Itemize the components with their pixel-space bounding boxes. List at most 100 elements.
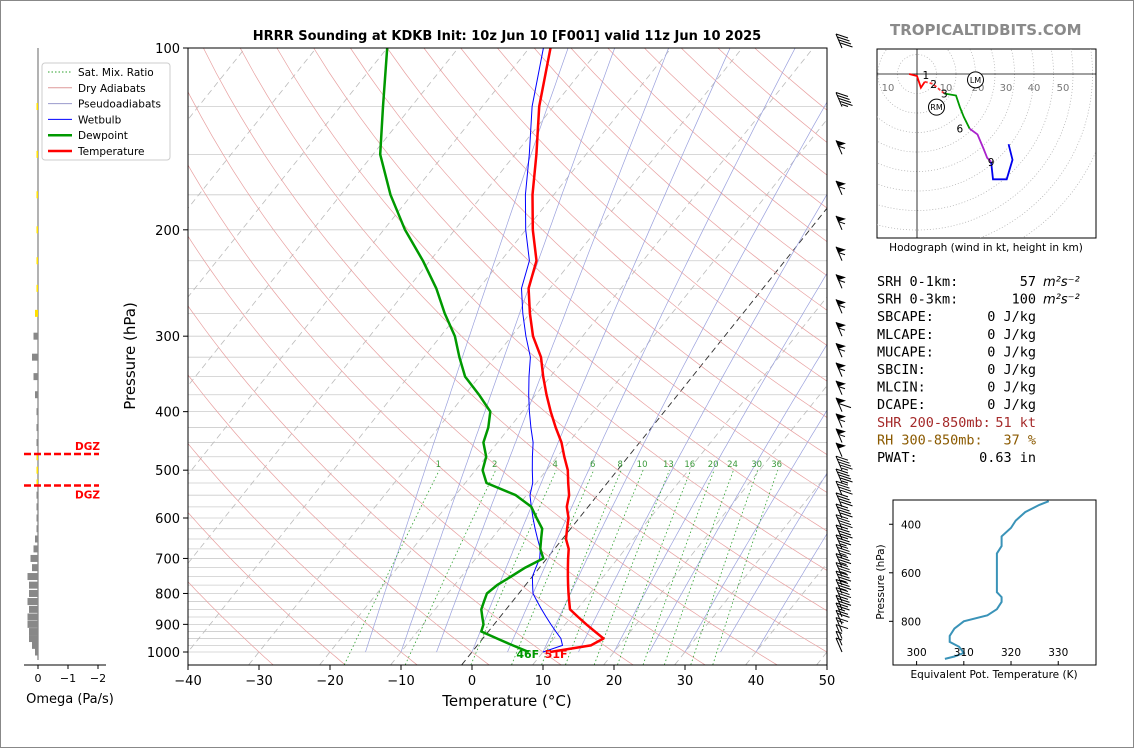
wind-barb: [835, 246, 846, 261]
wind-barb: [835, 321, 846, 337]
wind-barb-full: [837, 573, 850, 579]
pseudoadiabat-line: [542, 101, 827, 653]
wind-barb-full: [838, 486, 852, 492]
mixing-ratio-line: [565, 470, 644, 665]
wind-barb: [835, 33, 853, 49]
wind-barb: [835, 602, 850, 618]
mixing-ratio-label: 8: [617, 460, 622, 470]
wind-barb-full: [838, 520, 852, 526]
omega-bar: [33, 545, 38, 553]
wind-barb-flag: [836, 299, 846, 306]
legend-label: Dewpoint: [78, 130, 128, 142]
theta-y-tick-label: 600: [901, 568, 921, 580]
wind-barb-staff: [835, 570, 843, 586]
wind-barb: [835, 578, 852, 594]
pseudoadiabat-line: [755, 533, 827, 653]
wind-barb: [835, 524, 853, 540]
mixing-ratio-line: [664, 470, 734, 665]
wind-barb-flag: [836, 413, 846, 420]
isotherm-line: [188, 48, 459, 387]
wind-barb-full: [840, 501, 853, 507]
dry-adiabat-line: [460, 48, 827, 382]
wind-barb-full: [838, 568, 852, 574]
pseudoadiabat-line: [613, 272, 827, 653]
wind-barb-full: [837, 95, 850, 101]
index-label: PWAT:: [877, 450, 918, 466]
hodograph-height-label: 1: [922, 70, 929, 82]
x-tick-label: 0: [468, 674, 476, 689]
wind-barb-full: [835, 33, 849, 39]
pseudoadiabat-line: [684, 409, 827, 653]
x-tick-label: 40: [748, 674, 765, 689]
legend-label: Wetbulb: [78, 114, 122, 126]
wind-barb-half: [838, 434, 846, 438]
omega-bar: [36, 453, 38, 461]
y-tick-label: 800: [155, 587, 180, 602]
mixing-ratio-line: [712, 470, 779, 665]
wind-barb-half: [841, 104, 849, 108]
wind-barb-half: [838, 608, 846, 612]
mixing-ratio-label: 20: [708, 460, 719, 470]
wetbulb-line: [521, 48, 563, 653]
index-label: RH 300-850mb:: [877, 432, 983, 448]
index-value: 0 J/kg: [987, 309, 1036, 325]
index-unit: m²s⁻²: [1043, 275, 1080, 290]
skewt-axes-frame: [187, 47, 828, 666]
wind-barb: [835, 637, 843, 653]
index-label: DCAPE:: [877, 397, 926, 413]
mixing-ratio-line: [690, 470, 759, 665]
wind-barb-full: [840, 533, 853, 539]
omega-panel: DGZ DGZ 0 −1 −2 Omega (Pa/s): [24, 48, 114, 707]
theta-y-tick-label: 800: [901, 616, 921, 628]
zero-isotherm-line: [461, 207, 827, 665]
index-value: 0 J/kg: [987, 344, 1036, 360]
omega-bar: [33, 373, 38, 381]
hodograph-ring-label: 50: [1057, 83, 1070, 94]
dry-adiabat-line: [313, 48, 827, 532]
dry-adiabat-line: [239, 48, 827, 612]
wind-barb: [835, 215, 846, 231]
omega-bar: [36, 466, 38, 474]
omega-bar: [30, 554, 38, 562]
wind-barb-full: [838, 98, 852, 104]
wind-barb-full: [837, 546, 850, 552]
mixing-ratio-line: [593, 470, 670, 665]
wind-barb-full: [835, 594, 849, 600]
hodograph-segment: [908, 73, 926, 90]
wind-barb-staff: [835, 92, 843, 107]
index-unit: m²s⁻²: [1043, 293, 1080, 308]
wind-barb-full: [838, 584, 852, 590]
wind-barb-staff: [835, 579, 843, 594]
wind-barb-flag: [836, 397, 846, 404]
mixing-ratio-label: 24: [727, 460, 738, 470]
mixing-ratio-label: 16: [684, 460, 695, 470]
x-tick-label: −30: [245, 674, 272, 689]
wind-barb-full: [838, 509, 852, 515]
hodograph-ring-label: 30: [1000, 83, 1013, 94]
omega-tick-label: −1: [60, 672, 76, 685]
hodograph-ring-label: 10: [882, 83, 895, 94]
wind-barb-full: [835, 587, 849, 593]
wind-barb-full: [835, 570, 849, 576]
wind-barb-full: [835, 468, 849, 474]
dry-adiabat-line: [188, 443, 418, 665]
isotherm-line: [188, 48, 672, 653]
wind-barb: [835, 587, 852, 602]
wind-barb-flag: [836, 246, 846, 253]
index-value: 0 J/kg: [987, 397, 1036, 413]
omega-tick-label: −2: [90, 672, 106, 685]
mixing-ratio-line: [617, 470, 692, 665]
wind-barb-full: [838, 498, 852, 504]
wind-barb-full: [840, 464, 853, 470]
dry-adiabat-line: [350, 48, 827, 493]
wind-barb-flag: [836, 362, 846, 369]
omega-bar: [29, 581, 38, 589]
isotherm-line: [248, 48, 743, 665]
hodograph-ring-label: 40: [1028, 83, 1041, 94]
index-value: 100: [1012, 292, 1036, 308]
wind-barb-half: [840, 562, 847, 566]
dry-adiabat-line: [497, 48, 827, 346]
wind-barb: [835, 442, 846, 457]
wind-barb-staff: [835, 514, 843, 529]
hodograph-ring-label: 20: [972, 83, 985, 94]
